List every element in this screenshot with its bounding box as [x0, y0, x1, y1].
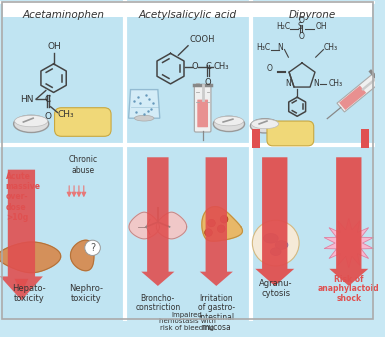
FancyBboxPatch shape	[267, 121, 314, 146]
Text: CH₃: CH₃	[328, 80, 343, 88]
Text: ?: ?	[90, 243, 95, 253]
Text: Nephro-
toxicity: Nephro- toxicity	[69, 284, 103, 303]
Polygon shape	[0, 170, 43, 300]
Ellipse shape	[251, 119, 279, 129]
Text: O: O	[44, 112, 51, 121]
Text: Risk of
anaphylactoid
shock: Risk of anaphylactoid shock	[318, 275, 380, 303]
Text: CH₃: CH₃	[57, 110, 74, 119]
Text: COOH: COOH	[190, 35, 216, 44]
Circle shape	[204, 229, 213, 236]
FancyBboxPatch shape	[362, 129, 369, 148]
Text: S: S	[298, 22, 303, 31]
Ellipse shape	[13, 115, 49, 132]
FancyBboxPatch shape	[252, 2, 372, 144]
Polygon shape	[329, 157, 368, 286]
Text: Impaired
hemostasis with
risk of bleeding: Impaired hemostasis with risk of bleedin…	[159, 312, 216, 331]
Polygon shape	[339, 86, 366, 110]
Text: O: O	[298, 17, 304, 26]
Text: H₂C: H₂C	[276, 22, 290, 31]
FancyBboxPatch shape	[55, 108, 111, 136]
Ellipse shape	[15, 115, 48, 127]
Text: Hepato-
toxicity: Hepato- toxicity	[12, 284, 46, 303]
Text: Agranu-
cytosis: Agranu- cytosis	[259, 279, 293, 298]
FancyBboxPatch shape	[3, 2, 124, 144]
Text: Dipyrone: Dipyrone	[289, 9, 336, 20]
Polygon shape	[141, 157, 174, 286]
FancyBboxPatch shape	[252, 2, 372, 17]
Text: Irritation
of gastro-
intestinal
mucosa: Irritation of gastro- intestinal mucosa	[198, 294, 235, 332]
Text: C: C	[45, 95, 51, 104]
Polygon shape	[156, 212, 187, 239]
Text: HN: HN	[21, 95, 34, 104]
Text: H₃C: H₃C	[257, 43, 271, 52]
Text: N: N	[313, 80, 318, 88]
Text: C: C	[206, 62, 211, 71]
FancyBboxPatch shape	[194, 85, 211, 132]
FancyBboxPatch shape	[126, 147, 250, 319]
FancyBboxPatch shape	[126, 2, 250, 144]
Polygon shape	[337, 74, 380, 112]
Polygon shape	[200, 157, 233, 286]
FancyBboxPatch shape	[126, 2, 250, 17]
Ellipse shape	[264, 234, 278, 243]
Text: Acute
massive
over-
dose
>10g: Acute massive over- dose >10g	[6, 172, 41, 222]
FancyBboxPatch shape	[252, 129, 260, 148]
Ellipse shape	[250, 119, 280, 133]
Polygon shape	[129, 212, 159, 239]
Text: O: O	[204, 78, 211, 87]
Text: O: O	[267, 64, 273, 73]
Circle shape	[217, 225, 225, 233]
Ellipse shape	[270, 248, 281, 255]
Polygon shape	[255, 157, 294, 286]
Text: Acetylsalicylic acid: Acetylsalicylic acid	[139, 9, 237, 20]
Text: N: N	[286, 80, 291, 88]
Polygon shape	[324, 218, 373, 268]
FancyBboxPatch shape	[197, 100, 208, 127]
Text: O: O	[298, 32, 304, 41]
FancyBboxPatch shape	[3, 2, 124, 17]
Text: O: O	[192, 62, 199, 71]
FancyBboxPatch shape	[252, 147, 372, 319]
Polygon shape	[202, 207, 243, 241]
Circle shape	[252, 220, 299, 266]
Circle shape	[208, 219, 215, 227]
Text: Chronic
abuse: Chronic abuse	[68, 155, 97, 175]
Text: N: N	[278, 43, 283, 52]
Ellipse shape	[275, 241, 288, 249]
Circle shape	[220, 215, 228, 223]
Ellipse shape	[213, 116, 244, 131]
FancyBboxPatch shape	[3, 147, 124, 319]
Ellipse shape	[214, 116, 244, 126]
Text: Acetaminophen: Acetaminophen	[22, 9, 104, 20]
Circle shape	[85, 240, 100, 255]
Polygon shape	[129, 90, 160, 118]
Text: CH₃: CH₃	[213, 62, 229, 71]
Text: CH₃: CH₃	[323, 43, 338, 52]
Polygon shape	[70, 240, 94, 271]
Ellipse shape	[134, 115, 154, 121]
Text: OH: OH	[316, 22, 327, 31]
Text: Broncho-
constriction: Broncho- constriction	[135, 294, 181, 312]
Text: OH: OH	[48, 41, 62, 51]
Polygon shape	[0, 242, 61, 273]
